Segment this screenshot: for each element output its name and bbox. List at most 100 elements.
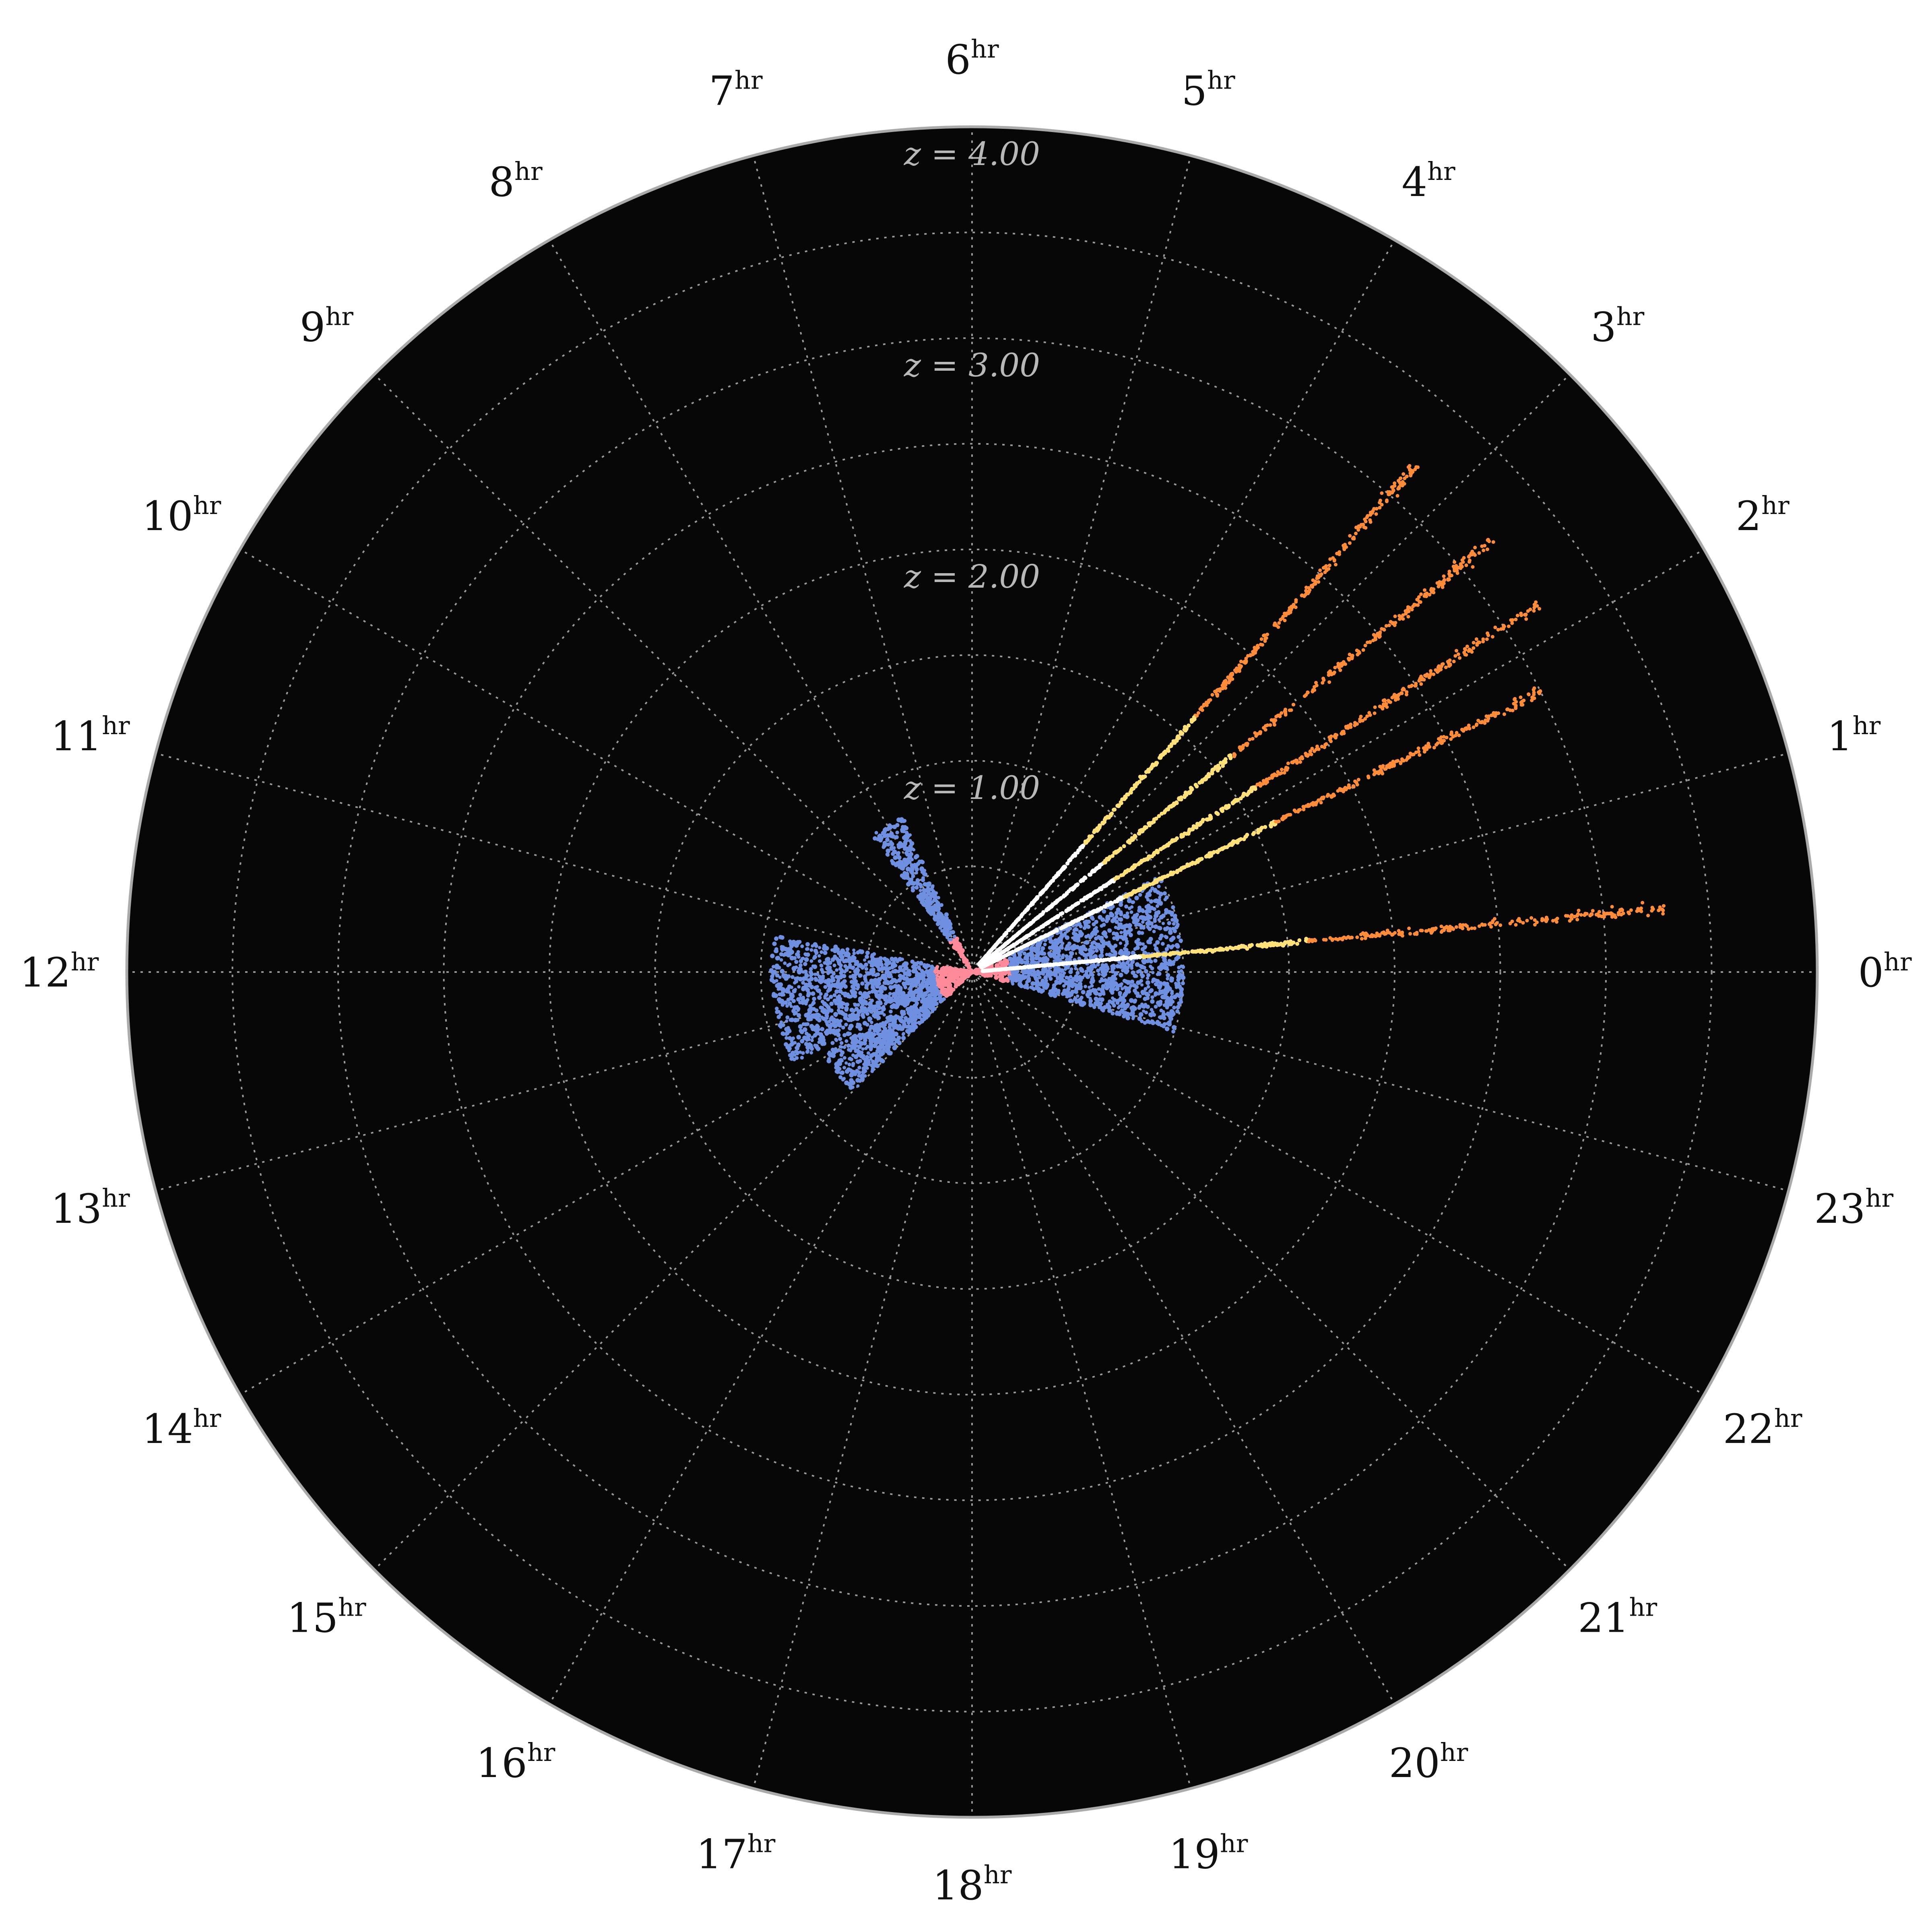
data-point-190 — [1110, 1011, 1115, 1016]
data-point-2489 — [799, 1028, 803, 1033]
data-point-4242 — [1263, 944, 1267, 948]
data-point-1358 — [1085, 919, 1089, 924]
data-point-1247 — [1161, 922, 1165, 925]
data-point-3219 — [917, 965, 921, 969]
data-point-630 — [1064, 954, 1069, 958]
data-point-3190 — [852, 1009, 856, 1013]
data-point-619 — [1119, 917, 1123, 922]
data-point-908 — [1119, 902, 1123, 907]
data-point-3770 — [827, 1057, 831, 1061]
data-point-1907 — [881, 845, 886, 849]
data-point-1054 — [1084, 985, 1088, 989]
data-point-3056 — [864, 967, 869, 971]
data-point-1833 — [890, 825, 894, 829]
data-point-1383 — [1115, 986, 1120, 991]
grid-ring-minor-3 — [443, 443, 1501, 1501]
data-point-4316 — [1473, 926, 1477, 930]
data-point-3787 — [877, 1028, 881, 1032]
data-point-3164 — [870, 954, 875, 959]
data-point-1356 — [1098, 936, 1102, 941]
data-point-1921 — [886, 850, 890, 854]
data-point-3136 — [918, 992, 923, 997]
data-point-4109 — [1463, 923, 1468, 927]
data-point-2653 — [865, 950, 870, 955]
data-point-696 — [1062, 984, 1066, 988]
data-point-160 — [1141, 942, 1145, 946]
data-point-4837 — [1326, 793, 1330, 797]
data-point-905 — [1175, 919, 1179, 923]
data-point-997 — [1148, 940, 1152, 945]
data-point-2750 — [793, 981, 797, 985]
data-point-3184 — [894, 996, 900, 1001]
data-point-1456 — [1130, 960, 1135, 964]
data-point-2360 — [845, 947, 850, 952]
data-point-2636 — [825, 1016, 829, 1020]
data-point-1263 — [1125, 1013, 1129, 1017]
data-point-3641 — [873, 1029, 876, 1033]
data-point-1416 — [1070, 989, 1074, 993]
data-point-2896 — [800, 957, 804, 961]
data-point-1388 — [1080, 951, 1085, 956]
data-point-3041 — [892, 958, 896, 962]
data-point-653 — [1133, 998, 1137, 1003]
data-point-862 — [1158, 1015, 1163, 1020]
data-point-2485 — [793, 956, 797, 960]
data-point-3781 — [886, 1044, 891, 1049]
data-point-920 — [1125, 941, 1129, 945]
data-point-3102 — [897, 978, 902, 983]
data-point-2727 — [877, 1011, 881, 1015]
data-point-1126 — [1065, 994, 1069, 999]
data-point-4317 — [1488, 921, 1492, 925]
data-point-2319 — [880, 963, 884, 967]
data-point-2905 — [793, 988, 797, 991]
data-point-4749 — [1399, 762, 1403, 765]
data-point-4378 — [1031, 964, 1035, 969]
data-point-1449 — [1124, 947, 1129, 952]
data-point-1108 — [1114, 910, 1119, 916]
data-point-2802 — [779, 1025, 782, 1029]
data-point-1480 — [1130, 966, 1134, 970]
data-point-4675 — [1298, 808, 1302, 812]
data-point-1342 — [1078, 947, 1082, 952]
data-point-1482 — [1020, 958, 1024, 962]
data-point-3154 — [911, 984, 915, 988]
data-point-3217 — [853, 969, 858, 974]
data-point-2597 — [815, 972, 819, 976]
data-point-4315 — [1424, 929, 1428, 933]
data-point-1116 — [1094, 926, 1098, 929]
data-point-147 — [1067, 941, 1071, 946]
data-point-4285 — [1657, 908, 1661, 912]
data-point-3202 — [908, 989, 913, 994]
data-point-3766 — [954, 980, 959, 985]
data-point-2684 — [805, 1022, 810, 1026]
data-point-845 — [1038, 982, 1043, 987]
data-point-1335 — [1170, 918, 1174, 922]
data-point-2244 — [827, 987, 832, 992]
data-point-2937 — [832, 947, 836, 952]
data-point-3736 — [875, 1063, 880, 1068]
data-point-3701 — [901, 1032, 905, 1036]
data-point-4725 — [1467, 723, 1471, 727]
data-point-2931 — [856, 1003, 860, 1007]
data-point-1922 — [905, 867, 910, 872]
data-point-4857 — [1263, 825, 1267, 829]
data-point-1106 — [1104, 986, 1109, 991]
data-point-3764 — [858, 1078, 862, 1083]
data-point-3129 — [812, 1026, 816, 1030]
data-point-3680 — [920, 999, 925, 1004]
data-point-3162 — [798, 976, 803, 982]
data-point-2739 — [832, 993, 837, 997]
data-point-3599 — [877, 1032, 882, 1037]
data-point-778 — [1138, 893, 1142, 897]
data-point-2761 — [813, 955, 817, 959]
data-point-4342 — [1413, 932, 1417, 936]
data-point-1163 — [1158, 892, 1164, 897]
data-point-1261 — [1150, 999, 1155, 1004]
data-point-2660 — [841, 974, 844, 978]
data-point-1047 — [1121, 937, 1126, 941]
data-point-1374 — [1091, 917, 1095, 921]
data-point-936 — [1165, 1005, 1169, 1009]
data-point-3192 — [784, 1042, 788, 1047]
data-point-1201 — [1088, 1003, 1093, 1007]
data-point-3757 — [909, 1013, 913, 1018]
